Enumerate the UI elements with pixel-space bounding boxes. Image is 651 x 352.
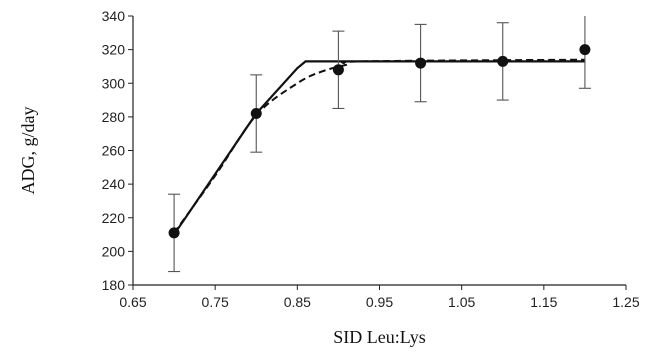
x-tick-label: 1.25 xyxy=(612,294,639,310)
x-tick-label: 1.05 xyxy=(448,294,475,310)
axes xyxy=(132,16,626,286)
error-bars xyxy=(168,16,591,273)
x-ticks: 0.65 0.75 0.85 0.95 1.05 1.15 1.25 xyxy=(119,285,640,310)
data-point xyxy=(332,64,344,76)
y-ticks: 180 200 220 240 260 280 300 320 340 xyxy=(102,8,133,293)
data-point xyxy=(497,55,509,67)
y-tick-label: 180 xyxy=(102,277,126,293)
y-tick-label: 260 xyxy=(102,143,126,159)
y-tick-label: 220 xyxy=(102,210,126,226)
x-tick-label: 0.75 xyxy=(202,294,229,310)
x-tick-label: 1.15 xyxy=(530,294,557,310)
y-tick-label: 340 xyxy=(102,8,126,24)
data-point xyxy=(579,44,591,56)
y-axis-title: ADG, g/day xyxy=(18,107,38,195)
y-tick-label: 320 xyxy=(102,42,126,58)
data-points xyxy=(168,44,591,239)
x-tick-label: 0.95 xyxy=(366,294,393,310)
data-point xyxy=(168,227,180,239)
data-point xyxy=(415,57,427,69)
data-point xyxy=(250,108,262,120)
fit-lines xyxy=(173,58,585,236)
y-tick-label: 300 xyxy=(102,75,126,91)
y-tick-label: 240 xyxy=(102,176,126,192)
x-axis-title: SID Leu:Lys xyxy=(333,327,426,347)
x-tick-label: 0.65 xyxy=(119,294,146,310)
x-tick-label: 0.85 xyxy=(284,294,311,310)
dashed-fit-line xyxy=(173,58,585,234)
solid-fit-line xyxy=(173,60,585,236)
y-tick-label: 200 xyxy=(102,243,126,259)
y-tick-label: 280 xyxy=(102,109,126,125)
